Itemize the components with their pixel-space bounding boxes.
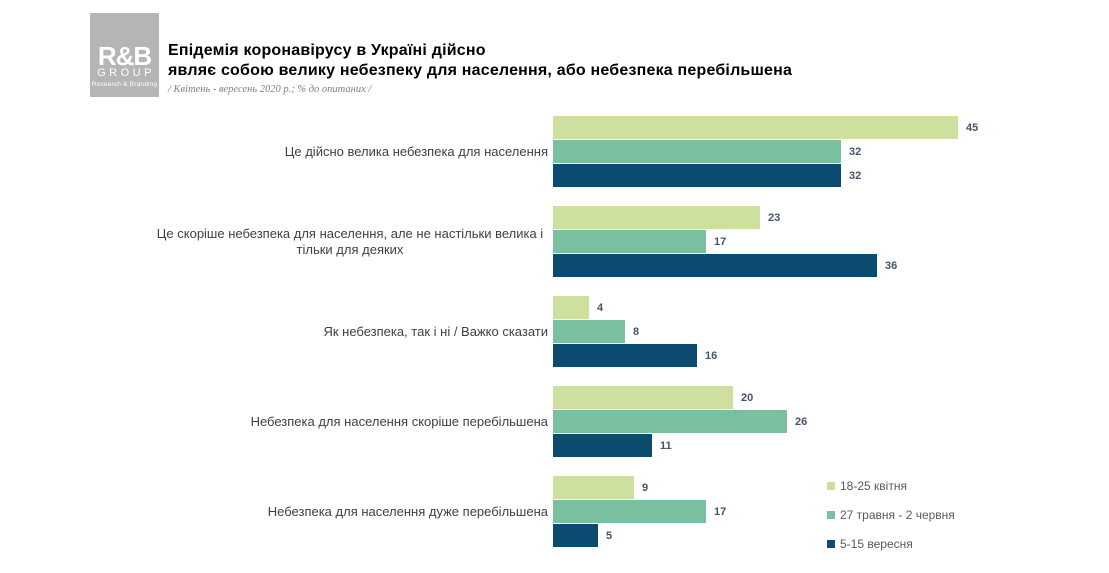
bar-series-1	[553, 296, 589, 319]
value-label: 17	[714, 505, 727, 518]
bar-series-1	[553, 476, 634, 499]
value-label: 5	[606, 529, 613, 542]
legend-label: 18-25 квітня	[840, 479, 907, 493]
category-label: Як небезпека, так і ні / Важко сказати	[150, 296, 548, 368]
value-label: 36	[885, 259, 898, 272]
bar-group: Як небезпека, так і ні / Важко сказати 4 8…	[0, 296, 1109, 368]
bar-group: Це дійсно велика небезпека для населення…	[0, 116, 1109, 188]
logo-group-text: GROUP	[97, 67, 155, 79]
logo-rb-text: R&B	[97, 41, 152, 71]
legend-swatch	[827, 540, 835, 548]
value-label: 32	[849, 145, 862, 158]
title-line-1: Епідемія коронавірусу в Україні дійсно	[168, 42, 486, 59]
legend-item: 27 травня - 2 червня	[827, 508, 955, 522]
bar-group: Небезпека для населення скоріше перебіль…	[0, 386, 1109, 458]
bar-series-3	[553, 524, 598, 547]
bar-series-3	[553, 254, 877, 277]
bar-group: Це скоріше небезпека для населення, але …	[0, 206, 1109, 278]
bar-series-2	[553, 140, 841, 163]
value-label: 26	[795, 415, 808, 428]
bar-series-1	[553, 116, 958, 139]
chart-legend: 18-25 квітня 27 травня - 2 червня 5-15 вер…	[827, 479, 955, 566]
bar-series-2	[553, 320, 625, 343]
bar-series-2	[553, 230, 706, 253]
legend-item: 5-15 вересня	[827, 537, 955, 551]
value-label: 8	[633, 325, 640, 338]
bar-series-3	[553, 434, 652, 457]
value-label: 45	[966, 121, 979, 134]
value-label: 20	[741, 391, 754, 404]
category-label: Це скоріше небезпека для населення, але …	[150, 206, 548, 278]
category-label: Це дійсно велика небезпека для населення	[150, 116, 548, 188]
logo-subtext: Research & Branding	[91, 81, 158, 88]
page-title: Епідемія коронавірусу в Україні дійсно я…	[168, 41, 1088, 80]
legend-item: 18-25 квітня	[827, 479, 955, 493]
rb-group-logo: R&B GROUP Research & Branding	[90, 13, 159, 97]
category-label-text: Це скоріше небезпека для населення, але …	[156, 225, 544, 258]
legend-swatch	[827, 482, 835, 490]
value-label: 23	[768, 211, 781, 224]
bar-series-3	[553, 164, 841, 187]
legend-swatch	[827, 511, 835, 519]
value-label: 11	[660, 439, 672, 452]
bar-series-1	[553, 206, 760, 229]
bar-series-2	[553, 500, 706, 523]
chart-subtitle: / Квітень - вересень 2020 р.; % до опита…	[168, 84, 372, 95]
legend-label: 5-15 вересня	[840, 537, 913, 551]
category-label-text: Небезпека для населення дуже перебільшен…	[267, 503, 548, 519]
value-label: 9	[642, 481, 649, 494]
bar-series-1	[553, 386, 733, 409]
value-label: 17	[714, 235, 727, 248]
value-label: 4	[597, 301, 604, 314]
title-line-2: являє собою велику небезпеку для населен…	[168, 61, 793, 79]
category-label-text: Небезпека для населення скоріше перебіль…	[250, 413, 548, 429]
bar-series-3	[553, 344, 697, 367]
category-label: Небезпека для населення скоріше перебіль…	[150, 386, 548, 458]
category-label-text: Це дійсно велика небезпека для населення	[284, 143, 548, 159]
bar-series-2	[553, 410, 787, 433]
bar-group: Небезпека для населення дуже перебільшен…	[0, 476, 1109, 548]
legend-label: 27 травня - 2 червня	[840, 508, 955, 522]
value-label: 16	[705, 349, 718, 362]
value-label: 32	[849, 169, 862, 182]
category-label: Небезпека для населення дуже перебільшен…	[150, 476, 548, 548]
category-label-text: Як небезпека, так і ні / Важко сказати	[323, 323, 548, 339]
